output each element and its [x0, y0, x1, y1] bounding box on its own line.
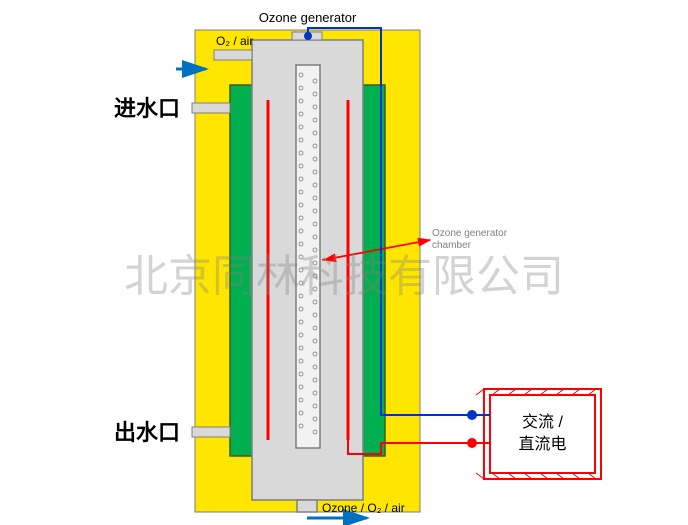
inner-tube — [296, 65, 320, 448]
svg-text:chamber: chamber — [432, 240, 472, 251]
power-label: 交流 / — [522, 413, 563, 431]
water-in-port — [192, 103, 230, 113]
title-label: Ozone generator — [259, 10, 357, 25]
gas-in-label: O₂ / air — [216, 34, 253, 48]
water-out-port — [192, 427, 230, 437]
gas-in-port — [214, 50, 252, 60]
svg-text:直流电: 直流电 — [518, 435, 566, 453]
chamber-label: Ozone generator — [432, 228, 508, 239]
water-out-label: 出水口 — [114, 420, 180, 445]
gas-out-label: Ozone / O₂ / air — [322, 501, 405, 515]
power-supply-box — [490, 395, 595, 473]
water-in-label: 进水口 — [114, 96, 180, 121]
